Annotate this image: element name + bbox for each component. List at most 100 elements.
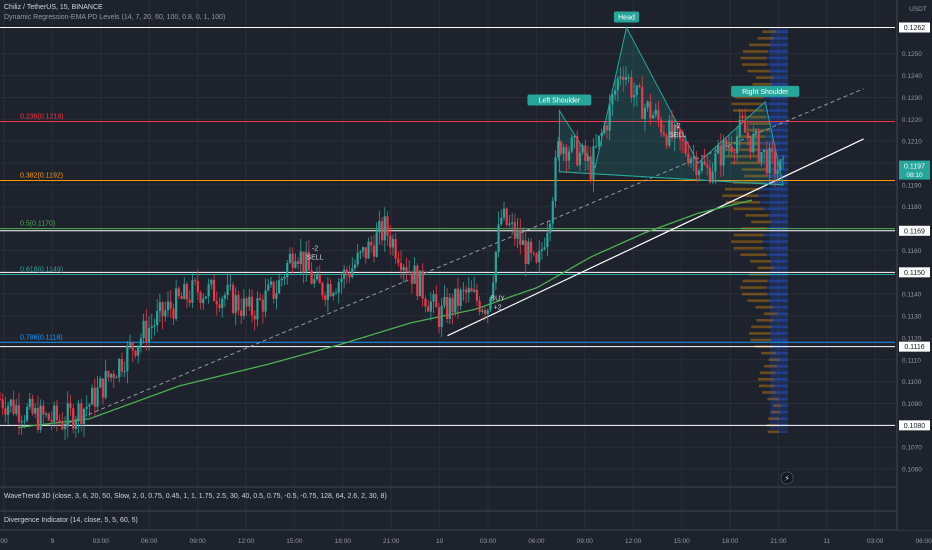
symbol-title: Chiliz / TetherUS, 15, BINANCE — [4, 4, 103, 11]
candle-body — [256, 298, 259, 320]
volume-profile-bar-down — [742, 50, 768, 53]
volume-profile-bar-up — [763, 207, 788, 211]
candle-body — [191, 280, 194, 303]
candle-body — [473, 289, 476, 292]
candle-body — [646, 101, 649, 108]
candle-body — [188, 299, 191, 303]
candle-body — [280, 278, 283, 281]
candle-body — [660, 119, 663, 133]
volume-profile-bar-down — [741, 63, 768, 66]
candle-body — [622, 76, 625, 80]
volume-profile-bar-down — [744, 174, 769, 178]
candle-body — [4, 408, 7, 415]
candle-body — [605, 125, 609, 131]
candle-body — [80, 403, 83, 424]
candle-body — [237, 295, 240, 311]
candle-body — [72, 408, 75, 429]
volume-profile-bar-down — [755, 305, 774, 309]
candle-body — [402, 267, 405, 271]
volume-profile-bar-up — [767, 63, 788, 66]
candle-body — [77, 403, 80, 422]
candle-body — [773, 152, 777, 175]
candle-body — [183, 283, 186, 299]
candle-body — [356, 253, 359, 265]
volume-profile-bar-up — [771, 325, 788, 329]
candle-body — [44, 413, 48, 415]
candle-body — [562, 146, 565, 154]
candle-body — [261, 299, 264, 312]
candle-body — [137, 345, 140, 356]
price-tick: 0.1070 — [902, 445, 922, 452]
candle-body — [567, 151, 571, 161]
candle-body — [180, 296, 183, 299]
candle-body — [554, 157, 557, 202]
candle-body — [741, 119, 744, 122]
candle-body — [362, 247, 365, 252]
candle-body — [616, 78, 619, 91]
volume-profile-bar-up — [759, 200, 788, 204]
candle-body — [481, 310, 484, 312]
pattern-label-text: Right Shoulder — [742, 89, 789, 96]
level-price-text: 0.1169 — [904, 228, 925, 235]
volume-profile-bar-up — [766, 115, 788, 119]
fib-label: 0.382(0.1192) — [20, 173, 63, 180]
volume-profile-bar-up — [768, 214, 788, 217]
candle-body — [204, 296, 208, 299]
candle-body — [177, 288, 180, 297]
price-scale[interactable]: USDT0.12500.12400.12300.12200.12100.1200… — [896, 0, 932, 530]
signal-line2: SELL — [669, 132, 686, 139]
price-tick: 0.1100 — [902, 379, 922, 386]
candle-body — [63, 426, 67, 429]
candle-body — [142, 320, 145, 339]
candle-body — [695, 156, 698, 176]
candle-body — [278, 280, 281, 294]
candle-body — [424, 298, 427, 307]
volume-profile-bar-down — [726, 141, 761, 145]
volume-profile-bar-down — [756, 319, 774, 322]
candles — [0, 66, 785, 441]
volume-profile-bar-up — [759, 155, 788, 158]
volume-profile-bar-up — [763, 181, 788, 184]
volume-profile-bar-down — [763, 364, 778, 368]
volume-profile-bar-down — [752, 82, 773, 86]
candle-body — [530, 241, 533, 253]
candle-body — [440, 305, 443, 328]
candle-body — [703, 161, 706, 165]
buy-signal: BUY +2 — [490, 296, 505, 312]
volume-profile-bar-up — [773, 319, 788, 322]
volume-profile-bar-down — [757, 266, 775, 270]
candle-body — [443, 296, 446, 306]
candle-body — [305, 252, 308, 273]
volume-profile-bar-down — [722, 194, 759, 198]
candle-body — [269, 281, 273, 285]
candle-body — [548, 223, 552, 233]
signal-line1: BUY — [490, 296, 505, 303]
volume-profile-bar-up — [770, 122, 788, 125]
volume-profile-bar-up — [778, 397, 788, 401]
candle-body — [735, 136, 739, 154]
pattern-label-bg — [527, 94, 592, 106]
candle-body — [573, 135, 576, 138]
pattern-label-bg — [731, 85, 800, 97]
candle-body — [93, 387, 96, 407]
time-axis[interactable]: 00 9 03:00 06:00 09:00 12:00 15:00 18:00 21:00 10… — [0, 531, 932, 550]
candle-body — [215, 301, 218, 305]
candle-body — [12, 399, 15, 414]
candle-body — [540, 248, 544, 251]
candle-body — [17, 405, 21, 423]
candle-body — [635, 85, 638, 96]
lightning-icon — [780, 471, 794, 485]
candle-body — [164, 310, 167, 317]
time-label: 18:00 — [335, 538, 352, 545]
volume-profile-bar-up — [769, 128, 788, 132]
volume-profile-bar-down — [741, 292, 768, 296]
price-tick: 0.1090 — [902, 401, 922, 408]
time-label: 09:00 — [189, 538, 206, 545]
support-trendline — [447, 138, 864, 337]
pattern-label-bg — [613, 11, 640, 23]
candle-body — [727, 146, 731, 148]
candle-body — [88, 404, 91, 407]
level-price-tag — [899, 341, 930, 352]
candle-body — [296, 261, 300, 265]
